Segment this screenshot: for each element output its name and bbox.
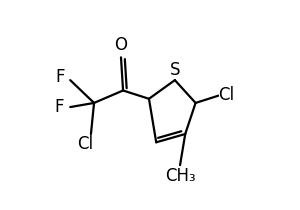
Text: F: F [54,98,64,116]
Text: F: F [55,68,64,86]
Text: Cl: Cl [77,135,93,153]
Text: CH₃: CH₃ [165,168,195,185]
Text: Cl: Cl [219,86,235,104]
Text: O: O [115,36,128,54]
Text: S: S [170,61,181,79]
